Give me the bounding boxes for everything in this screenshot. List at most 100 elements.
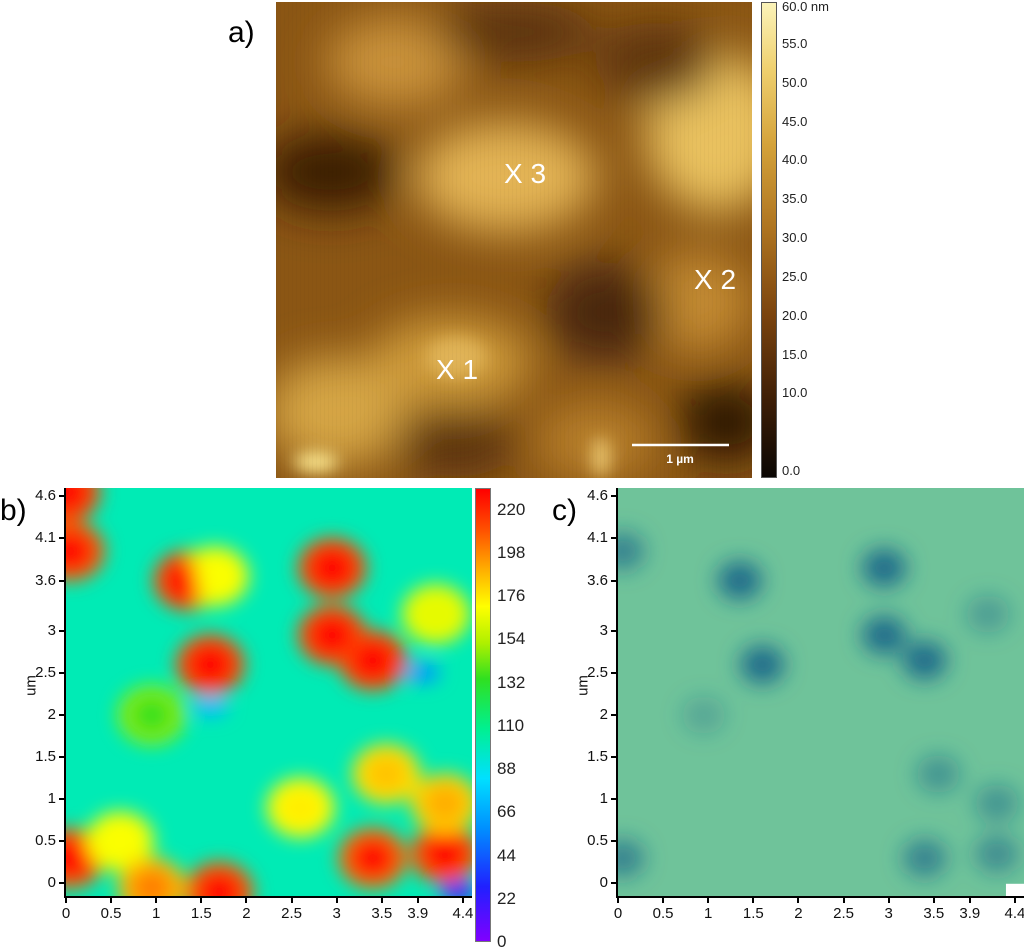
heatmap-b-y-tick-label: 1.5: [35, 748, 56, 766]
heatmap-c-spot: [965, 595, 1010, 634]
heatmap-c-x-tick-mark: [932, 898, 935, 903]
heatmap-c-x-tick-mark: [887, 898, 890, 903]
heatmap-c-x-tick-mark: [707, 898, 710, 903]
heatmap-b-x-tick-mark: [155, 898, 158, 903]
heatmap-c: [618, 488, 1024, 896]
heatmap-b-y-tick-label: 2: [47, 706, 56, 724]
heatmap-c-spot: [862, 616, 907, 655]
heatmap-b-x-tick-label: 1.5: [190, 905, 212, 922]
heatmap-b-colorbar-tick: 198: [497, 542, 526, 562]
heatmap-b-coldspot: [404, 663, 441, 684]
heatmap-c-y-tick-mark: [611, 537, 616, 540]
heatmap-b-y-axis-label: um: [22, 675, 40, 696]
heatmap-b-colorbar-tick: 154: [497, 629, 526, 649]
heatmap-b-hotspot: [312, 549, 353, 586]
heatmap-b-colorbar-tick: 110: [497, 715, 525, 735]
heatmap-c-x-axis-line: [618, 896, 1024, 898]
heatmap-b-hotspot: [131, 697, 172, 734]
heatmap-b-x-tick-label: 4.4: [452, 905, 474, 922]
heatmap-c-x-tick-label: 3.9: [959, 905, 981, 922]
heatmap-c-y-tick-mark: [611, 756, 616, 759]
heatmap-b-x-tick-mark: [65, 898, 67, 903]
heatmap-b-y-tick-label: 2.5: [35, 664, 56, 682]
heatmap-b-y-tick-label: 3.6: [35, 571, 56, 589]
heatmap-b-x-tick-mark: [335, 898, 338, 903]
heatmap-b-colorbar-tick: 132: [497, 672, 526, 692]
afm-colorbar-tick: 55.0: [782, 35, 808, 51]
heatmap-b-y-tick-mark: [59, 882, 64, 885]
heatmap-b-colorbar-tick: 176: [497, 586, 526, 606]
heatmap-c-spot: [974, 784, 1019, 823]
afm-colorbar-tick: 45.0: [782, 113, 808, 129]
heatmap-b-hotspot: [352, 840, 393, 877]
heatmap-b-hotspot: [280, 789, 321, 826]
heatmap-b-hotspot: [415, 596, 456, 633]
heatmap-c-y-tick-label: 1.5: [587, 748, 608, 766]
heatmap-c-y-tick-mark: [611, 882, 616, 885]
heatmap-b-coldspot: [440, 881, 472, 896]
heatmap-c-spot: [974, 834, 1019, 873]
heatmap-b-coldspot: [192, 696, 229, 717]
heatmap-c-y-tick-mark: [611, 495, 616, 498]
heatmap-c-x-tick-mark: [752, 898, 755, 903]
heatmap-b-svg: [66, 488, 472, 896]
heatmap-b-x-axis-line: [66, 896, 472, 898]
heatmap-b-y-tick-label: 0.5: [35, 832, 56, 850]
afm-colorbar-tick: 20.0: [782, 307, 808, 323]
afm-colorbar-tick: 0.0: [782, 463, 801, 478]
heatmap-b-y-tick-mark: [59, 579, 64, 582]
heatmap-b-colorbar-tick: 44: [497, 845, 516, 865]
marker-x1: X 1: [436, 354, 478, 385]
heatmap-b-x-tick-label: 1: [152, 905, 161, 922]
heatmap-b-hotspot: [66, 533, 91, 570]
heatmap-b-y-tick-mark: [59, 756, 64, 759]
heatmap-b-hotspot: [194, 558, 235, 595]
heatmap-c-y-tick-label: 3: [599, 622, 608, 639]
heatmap-b-colorbar-tick: 66: [497, 802, 516, 822]
heatmap-b-hotspot: [424, 835, 465, 872]
heatmap-c-x-tick-mark: [797, 898, 800, 903]
heatmap-c-spot: [618, 839, 645, 878]
heatmap-b-colorbar-tick: 0: [497, 932, 507, 951]
heatmap-b-y-tick-mark: [59, 630, 64, 632]
afm-topography-image: X 3 X 2 X 1 1 µm: [276, 2, 752, 478]
heatmap-b-x-tick-label: 2: [242, 905, 251, 922]
heatmap-c-x-tick-label: 3.5: [923, 905, 945, 922]
heatmap-b-y-tick-label: 4.1: [35, 529, 56, 547]
heatmap-b-y-tick-label: 1: [47, 790, 56, 808]
heatmap-b-hotspot: [312, 617, 353, 654]
heatmap-b-x-tick-label: 0: [61, 905, 71, 922]
heatmap-b-y-tick-mark: [59, 798, 64, 801]
heatmap-b-hotspot: [352, 642, 393, 679]
heatmap-c-x-tick-mark: [662, 898, 665, 903]
heatmap-c-spot: [916, 755, 961, 794]
heatmap-c-x-tick-label: 2: [794, 905, 803, 922]
heatmap-c-y-tick-mark: [611, 798, 616, 801]
heatmap-c-y-tick-label: 4.1: [587, 529, 608, 547]
heatmap-b-x-tick-mark: [290, 898, 293, 903]
heatmap-b-y-tick-mark: [59, 840, 64, 843]
heatmap-c-y-axis-line: [616, 488, 618, 898]
heatmap-b-y-tick-mark: [59, 537, 64, 540]
heatmap-c-y-tick-label: 2: [599, 706, 608, 724]
heatmap-b-y-tick-label: 0: [47, 874, 56, 892]
heatmap-c-y-tick-mark: [611, 672, 616, 675]
heatmap-c-x-tick-label: 1: [704, 905, 713, 922]
heatmap-b-x-tick-label: 2.5: [281, 905, 302, 922]
heatmap-b-y-tick-label: 4.6: [35, 487, 56, 505]
heatmap-b-hotspot: [424, 785, 465, 822]
heatmap-b-x-tick-mark: [245, 898, 248, 903]
heatmap-c-x-tick-label: 4.4: [1004, 905, 1024, 922]
afm-colorbar-tick: 50.0: [782, 74, 808, 90]
heatmap-c-x-tick-label: 3: [884, 905, 893, 922]
heatmap-b-y-tick-label: 3: [47, 622, 56, 639]
marker-x3: X 3: [504, 158, 546, 189]
heatmap-b-x-tick-label: 0.5: [100, 905, 122, 922]
heatmap-c-y-tick-label: 0.5: [587, 832, 608, 850]
heatmap-c-x-tick-label: 1.5: [742, 905, 764, 922]
marker-x2: X 2: [694, 264, 736, 295]
heatmap-c-spot: [717, 561, 762, 600]
heatmap-c-x-tick-mark: [1013, 898, 1016, 903]
heatmap-c-y-tick-mark: [611, 714, 616, 717]
afm-colorbar-tick: 60.0 nm: [782, 0, 829, 14]
